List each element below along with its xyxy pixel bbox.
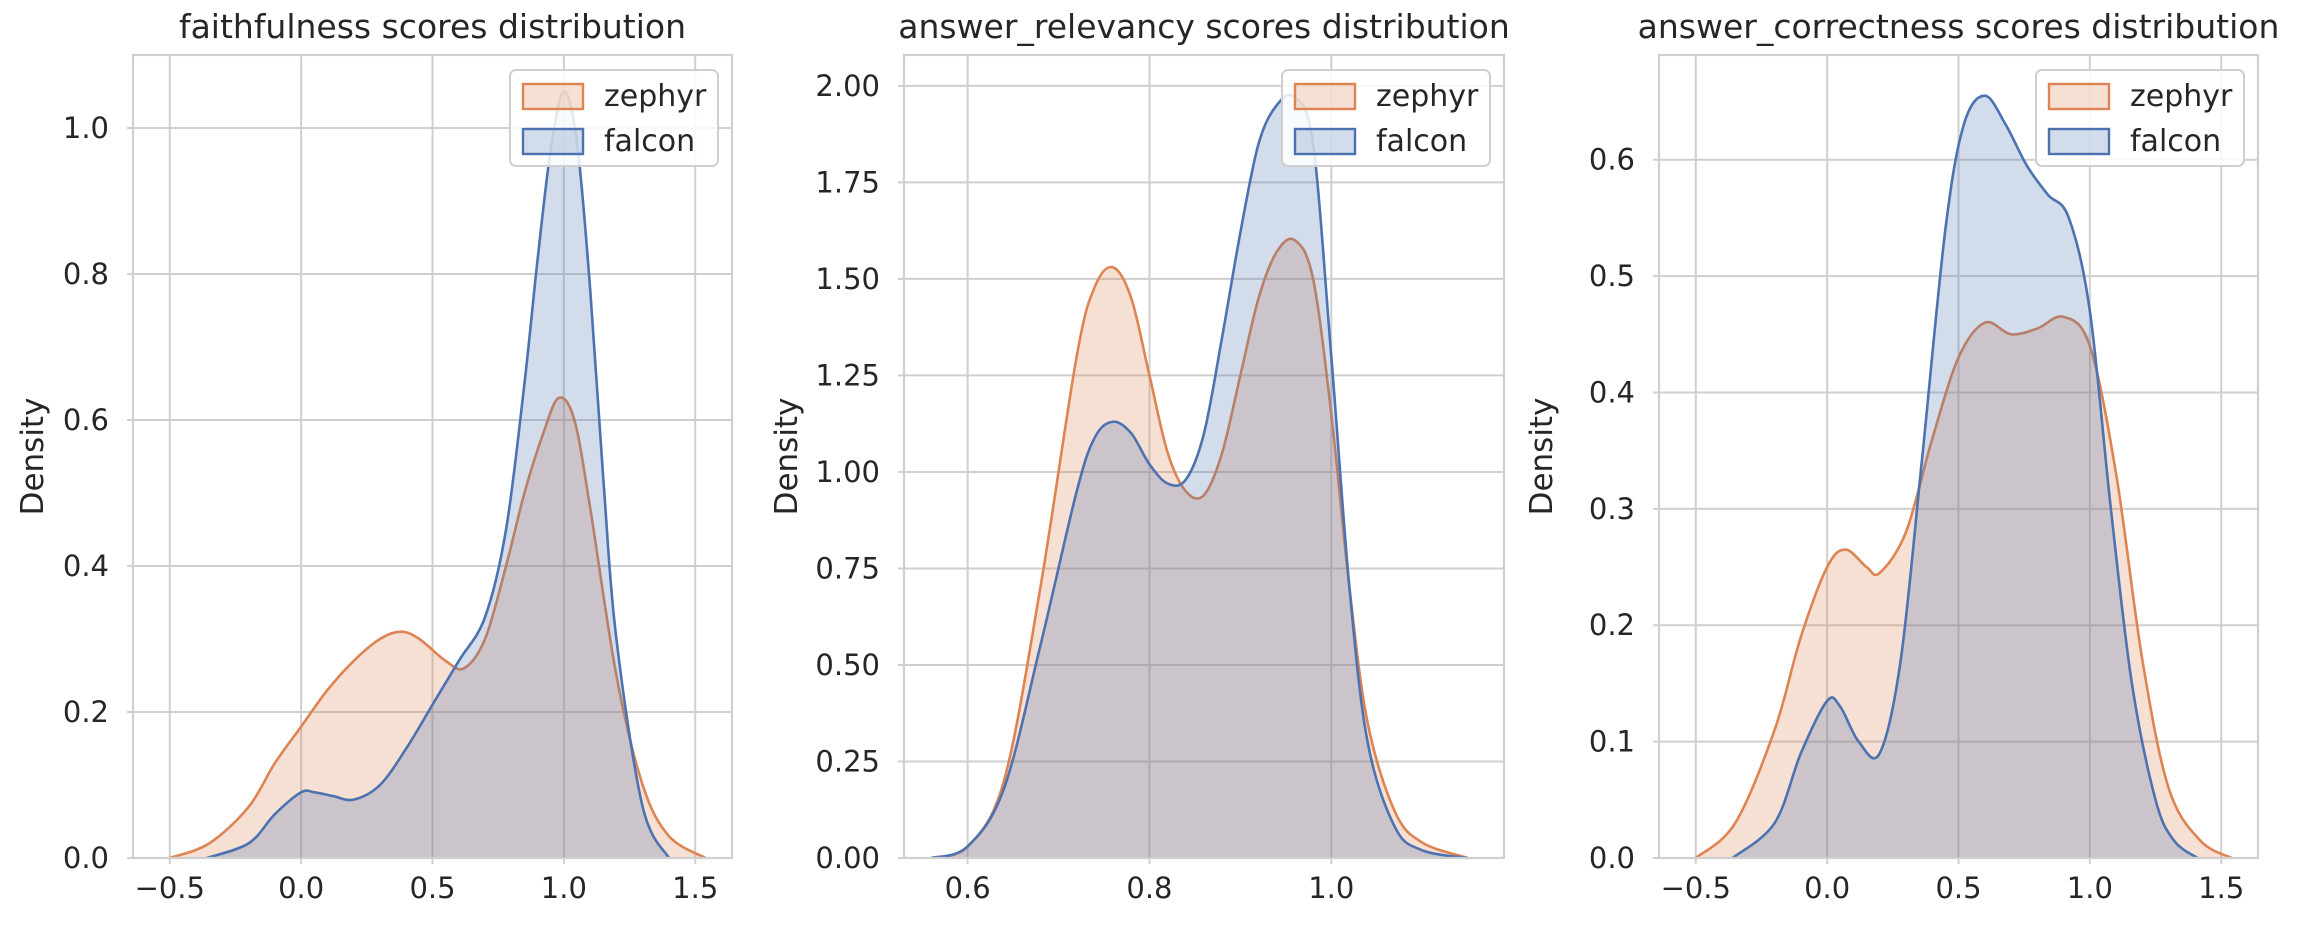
x-ticks: 0.6 0.8 1.0 — [945, 858, 1354, 905]
y-tick-label: 0.0 — [1589, 841, 1635, 875]
legend-swatch-zephyr — [521, 82, 585, 111]
legend-swatch-falcon — [521, 127, 585, 156]
legend-swatch-falcon — [2047, 127, 2111, 156]
x-tick-label: 1.5 — [672, 871, 718, 905]
y-tick-label: 0.5 — [1589, 259, 1635, 293]
y-tick-label: 0.0 — [63, 841, 109, 875]
legend-box — [1281, 69, 1491, 167]
legend-box — [509, 69, 719, 167]
legend-label-zephyr: zephyr — [1376, 79, 1479, 114]
y-tick-label: 1.25 — [815, 358, 880, 392]
y-tick-label: 0.50 — [815, 648, 880, 682]
x-tick-label: 1.0 — [2067, 871, 2113, 905]
x-ticks: −0.5 0.0 0.5 1.0 1.5 — [135, 858, 718, 905]
density-area-zephyr — [169, 397, 706, 858]
y-ticks: 0.0 0.1 0.2 0.3 0.4 0.5 0.6 — [1589, 143, 1659, 875]
x-tick-label: −0.5 — [135, 871, 205, 905]
y-tick-label: 2.00 — [815, 69, 880, 103]
x-tick-label: 1.5 — [2198, 871, 2244, 905]
y-tick-label: 1.75 — [815, 165, 880, 199]
subplot-2: 0.6 0.8 1.0 0.00 0.25 0.50 0.75 1.00 1.25 1.50 1.7… — [769, 7, 1510, 905]
density-line-zephyr — [169, 396, 707, 860]
x-tick-label: 0.0 — [278, 871, 324, 905]
density-areas — [169, 90, 707, 860]
y-axis-label: Density — [1524, 398, 1560, 516]
density-area-zephyr — [931, 238, 1468, 858]
y-tick-label: 0.75 — [815, 551, 880, 585]
legend: zephyr falcon — [2035, 69, 2245, 167]
density-line-falcon — [206, 90, 671, 860]
x-tick-label: 1.0 — [541, 871, 587, 905]
density-line-falcon — [930, 93, 1468, 860]
density-area-falcon — [931, 94, 1468, 858]
x-tick-label: 0.0 — [1804, 871, 1850, 905]
y-tick-label: 0.00 — [815, 841, 880, 875]
y-tick-label: 0.6 — [63, 403, 109, 437]
y-tick-label: 1.50 — [815, 262, 880, 296]
legend-label-zephyr: zephyr — [604, 79, 707, 114]
subplot-1: −0.5 0.0 0.5 1.0 1.5 0.0 0.2 0.4 0.6 0.8 1.0 Densit… — [15, 7, 734, 905]
y-tick-label: 0.3 — [1589, 492, 1635, 526]
density-area-falcon — [1732, 95, 2198, 859]
density-areas — [1694, 94, 2233, 860]
legend-label-falcon: falcon — [2130, 124, 2221, 159]
y-tick-label: 0.25 — [815, 744, 880, 778]
y-tick-label: 0.2 — [1589, 608, 1635, 642]
y-axis-label: Density — [15, 398, 51, 516]
legend: zephyr falcon — [1281, 69, 1491, 167]
density-area-falcon — [206, 91, 669, 858]
y-tick-label: 0.4 — [1589, 375, 1635, 409]
x-tick-label: 0.8 — [1126, 871, 1172, 905]
y-tick-label: 0.2 — [63, 695, 109, 729]
density-line-falcon — [1731, 94, 2199, 860]
y-tick-label: 0.4 — [63, 549, 109, 583]
y-tick-label: 0.6 — [1589, 143, 1635, 177]
chart-title: answer_relevancy scores distribution — [898, 7, 1510, 46]
axes-frame — [902, 53, 1506, 860]
legend-label-zephyr: zephyr — [2130, 79, 2233, 114]
legend-swatch-zephyr — [1293, 82, 1357, 111]
y-axis-label: Density — [769, 398, 805, 516]
legend: zephyr falcon — [509, 69, 719, 167]
y-tick-label: 0.8 — [63, 257, 109, 291]
legend-label-falcon: falcon — [1376, 124, 1467, 159]
y-ticks: 0.00 0.25 0.50 0.75 1.00 1.25 1.50 1.75 2.00 — [815, 69, 904, 875]
legend-label-falcon: falcon — [604, 124, 695, 159]
x-tick-label: 1.0 — [1308, 871, 1354, 905]
x-tick-label: −0.5 — [1661, 871, 1731, 905]
y-tick-label: 0.1 — [1589, 725, 1635, 759]
legend-box — [2035, 69, 2245, 167]
y-tick-label: 1.0 — [63, 111, 109, 145]
density-line-zephyr — [1694, 315, 2233, 860]
chart-title: answer_correctness scores distribution — [1638, 7, 2280, 46]
chart-title: faithfulness scores distribution — [179, 7, 686, 46]
y-tick-label: 1.00 — [815, 455, 880, 489]
grid — [1659, 55, 2258, 859]
x-tick-label: 0.6 — [945, 871, 991, 905]
x-tick-label: 0.5 — [409, 871, 455, 905]
legend-swatch-falcon — [1293, 127, 1357, 156]
x-tick-label: 0.5 — [1935, 871, 1981, 905]
subplot-3: −0.5 0.0 0.5 1.0 1.5 0.0 0.1 0.2 0.3 0.4 0.5 0.6 Den… — [1524, 7, 2279, 905]
density-area-zephyr — [1695, 316, 2232, 859]
density-areas — [930, 93, 1469, 860]
legend-swatch-zephyr — [2047, 82, 2111, 111]
y-ticks: 0.0 0.2 0.4 0.6 0.8 1.0 — [63, 111, 133, 875]
x-ticks: −0.5 0.0 0.5 1.0 1.5 — [1661, 858, 2244, 905]
